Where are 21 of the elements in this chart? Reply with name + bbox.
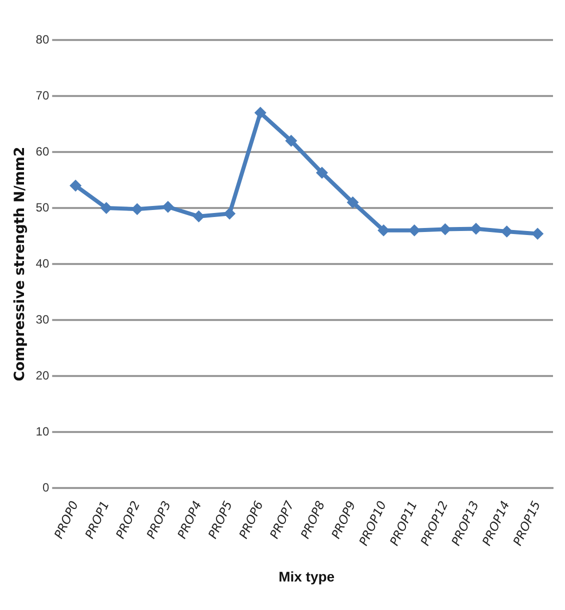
x-axis-title: Mix type — [278, 568, 335, 584]
point — [532, 228, 544, 240]
point — [131, 203, 144, 216]
point — [254, 106, 266, 119]
y-tick-label: 40 — [36, 256, 50, 270]
y-tick-label: 30 — [36, 312, 50, 326]
y-tick-label: 0 — [42, 480, 50, 494]
point — [500, 226, 513, 238]
y-tick-label: 70 — [36, 88, 50, 102]
y-tick-label: 50 — [36, 200, 50, 214]
point — [100, 202, 112, 214]
y-tick-label: 60 — [36, 144, 50, 158]
point — [285, 134, 298, 147]
y-tick-label: 20 — [36, 368, 50, 382]
point — [70, 180, 82, 192]
point — [316, 166, 328, 179]
y-tick-label: 80 — [36, 32, 50, 46]
point — [346, 196, 359, 208]
point — [224, 208, 236, 220]
y-axis-title: Compressive strength N/mm2 — [12, 146, 28, 382]
y-tick-label: 10 — [36, 424, 50, 438]
